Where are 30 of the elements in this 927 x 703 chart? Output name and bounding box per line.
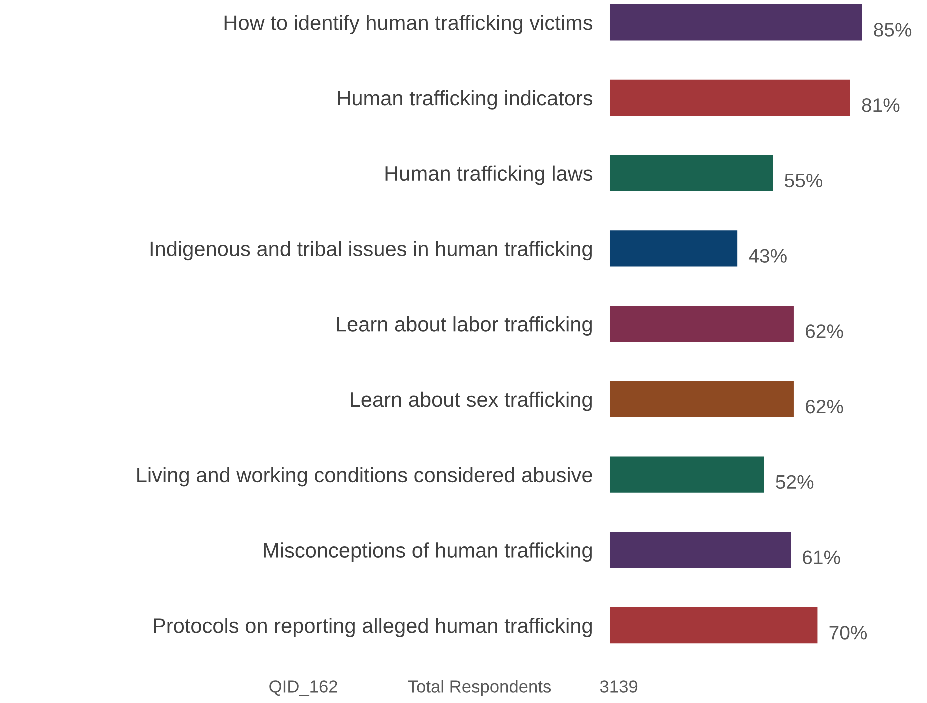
- bar: [610, 607, 818, 644]
- data-label: 70%: [830, 626, 868, 640]
- bar: [610, 456, 764, 493]
- text: 3139: [600, 680, 638, 693]
- y-tick-label: Human trafficking indicators: [338, 90, 593, 110]
- y-tick-label: Learn about sex trafficking: [351, 392, 592, 412]
- y-tick-label: Living and working conditions considered abusive: [138, 467, 592, 487]
- bar: [610, 80, 850, 116]
- data-label: 43%: [749, 249, 787, 263]
- bar: [610, 306, 794, 342]
- bar: [610, 230, 738, 267]
- y-tick-label: Indigenous and tribal issues in human trafficking: [150, 241, 592, 261]
- data-label: 62%: [806, 324, 844, 338]
- y-tick-label: Misconceptions of human trafficking: [264, 542, 592, 562]
- bar: [610, 381, 794, 418]
- bar: [610, 4, 862, 41]
- data-label: 81%: [862, 98, 900, 112]
- y-tick-label: Protocols on reporting alleged human trafficking: [154, 618, 592, 638]
- y-tick-label: How to identify human trafficking victims: [224, 15, 593, 34]
- text: Total Respondents: [408, 680, 552, 696]
- text: QID_162: [270, 680, 338, 696]
- bar: [610, 532, 792, 568]
- data-label: 55%: [785, 174, 823, 188]
- bar: [610, 155, 774, 192]
- data-label: 62%: [806, 400, 844, 414]
- y-tick-label: Human trafficking laws: [386, 166, 593, 186]
- data-label: 61%: [803, 550, 840, 564]
- y-tick-label: Learn about labor trafficking: [337, 316, 592, 336]
- data-label: 52%: [776, 475, 814, 490]
- data-label: 85%: [874, 23, 912, 37]
